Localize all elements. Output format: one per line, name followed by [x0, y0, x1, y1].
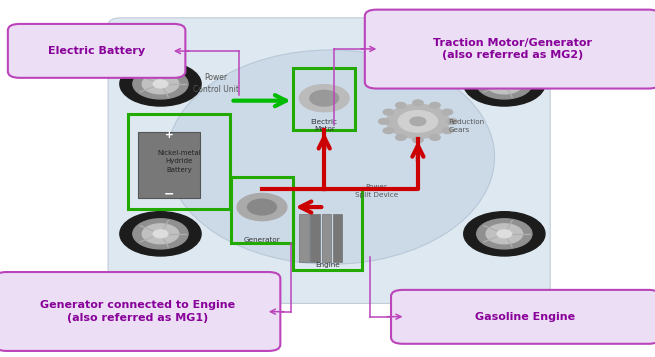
- Circle shape: [410, 117, 426, 126]
- Circle shape: [383, 109, 394, 115]
- Text: Power
Control Unit: Power Control Unit: [193, 74, 239, 94]
- Text: Electric Battery: Electric Battery: [48, 46, 145, 56]
- Circle shape: [413, 137, 423, 143]
- Circle shape: [464, 212, 545, 256]
- FancyBboxPatch shape: [333, 214, 342, 262]
- Text: Electric
Motor: Electric Motor: [310, 119, 338, 132]
- Circle shape: [398, 111, 438, 132]
- Text: Nickel-metal
Hydride
Battery: Nickel-metal Hydride Battery: [158, 150, 201, 173]
- Circle shape: [237, 193, 287, 221]
- Text: Generator connected to Engine
(also referred as MG1): Generator connected to Engine (also refe…: [40, 300, 235, 323]
- Circle shape: [497, 230, 512, 238]
- FancyBboxPatch shape: [322, 214, 331, 262]
- Circle shape: [442, 128, 453, 134]
- FancyBboxPatch shape: [108, 18, 550, 303]
- Circle shape: [447, 119, 457, 124]
- Circle shape: [486, 74, 523, 94]
- Circle shape: [383, 128, 394, 134]
- Circle shape: [299, 85, 349, 112]
- Circle shape: [396, 135, 406, 140]
- Text: Engine: Engine: [315, 262, 340, 268]
- FancyBboxPatch shape: [8, 24, 185, 78]
- Ellipse shape: [167, 50, 495, 264]
- Text: Traction Motor/Generator
(also referred as MG2): Traction Motor/Generator (also referred …: [433, 37, 591, 60]
- Circle shape: [442, 109, 453, 115]
- Circle shape: [153, 80, 168, 88]
- Circle shape: [430, 102, 440, 108]
- Circle shape: [477, 69, 532, 99]
- Circle shape: [430, 135, 440, 140]
- FancyBboxPatch shape: [0, 272, 280, 351]
- FancyBboxPatch shape: [138, 132, 200, 198]
- Circle shape: [133, 69, 188, 99]
- Circle shape: [413, 100, 423, 106]
- Circle shape: [142, 224, 179, 244]
- Circle shape: [142, 74, 179, 94]
- Circle shape: [153, 230, 168, 238]
- Text: Reduction
Gears: Reduction Gears: [449, 119, 485, 133]
- Circle shape: [477, 219, 532, 249]
- Circle shape: [464, 62, 545, 106]
- Circle shape: [133, 219, 188, 249]
- FancyBboxPatch shape: [391, 290, 655, 344]
- Circle shape: [120, 62, 201, 106]
- Circle shape: [248, 199, 276, 215]
- Text: +: +: [164, 130, 174, 140]
- FancyBboxPatch shape: [365, 10, 655, 89]
- FancyBboxPatch shape: [310, 214, 320, 262]
- Circle shape: [497, 80, 512, 88]
- Text: Gasoline Engine: Gasoline Engine: [476, 312, 575, 322]
- Text: Power
Split Device: Power Split Device: [355, 184, 398, 198]
- Text: Generator: Generator: [244, 237, 280, 243]
- Circle shape: [396, 102, 406, 108]
- Circle shape: [310, 90, 339, 106]
- Circle shape: [379, 119, 389, 124]
- Text: −: −: [164, 188, 174, 201]
- Circle shape: [386, 104, 449, 139]
- FancyBboxPatch shape: [299, 214, 309, 262]
- Circle shape: [486, 224, 523, 244]
- Circle shape: [120, 212, 201, 256]
